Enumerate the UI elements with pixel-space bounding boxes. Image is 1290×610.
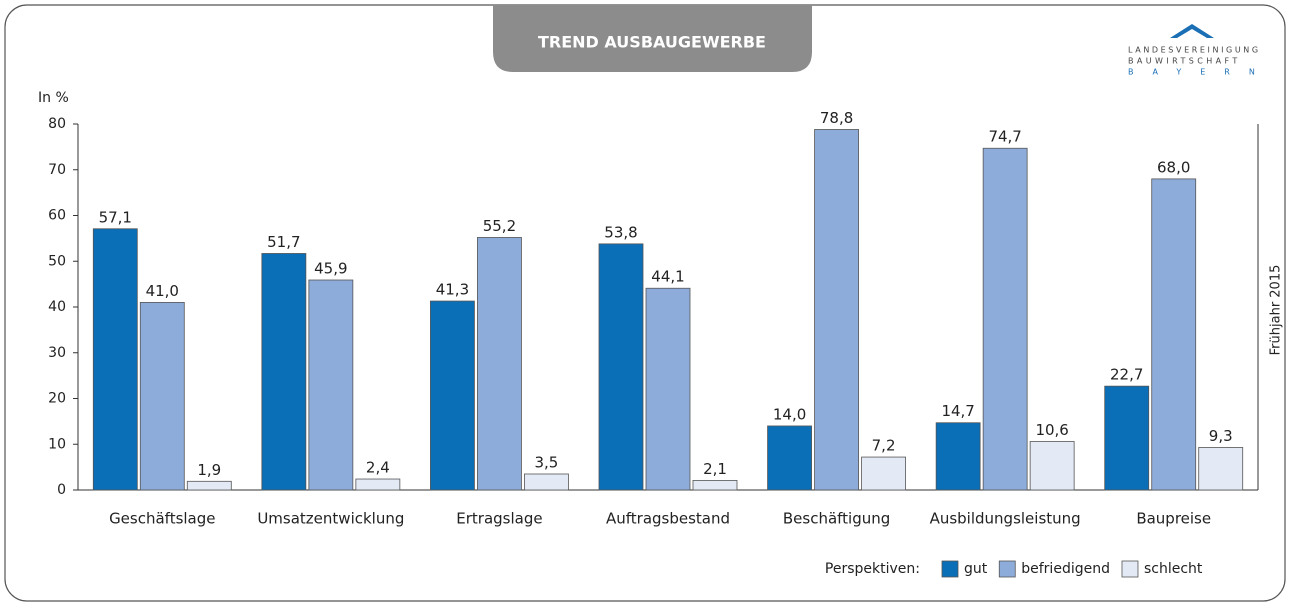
bar [430, 300, 475, 491]
x-tick-label: Baupreise [1136, 510, 1211, 528]
value-label: 3,5 [534, 453, 558, 471]
bar [861, 456, 906, 491]
bar [692, 479, 738, 491]
value-label: 78,8 [820, 109, 853, 127]
y-tick-label: 70 [48, 162, 66, 178]
x-tick-label: Auftragsbestand [606, 510, 730, 528]
value-label: 41,3 [436, 281, 469, 299]
x-tick-label: Ertragslage [456, 510, 542, 528]
x-tick-label: Umsatzentwicklung [257, 510, 404, 528]
title-tab [493, 5, 812, 72]
bar [982, 147, 1028, 491]
value-label: 41,0 [146, 282, 179, 300]
value-label: 7,2 [872, 437, 896, 455]
logo-mark [1170, 24, 1214, 38]
logo-line: BAYERN [1128, 68, 1274, 77]
bar [1029, 441, 1075, 491]
y-tick-label: 40 [48, 299, 66, 315]
bar [1151, 178, 1197, 491]
legend-label: befriedigend [1021, 561, 1110, 577]
chart-title: TREND AUSBAUGEWERBE [538, 33, 766, 52]
logo-line: LANDESVEREINIGUNG [1128, 46, 1261, 55]
bar [645, 287, 691, 491]
value-label: 57,1 [99, 208, 132, 226]
legend-title: Perspektiven: [825, 561, 920, 577]
bar [355, 478, 401, 491]
bar [767, 425, 812, 491]
value-label: 22,7 [1110, 366, 1143, 384]
bar [139, 302, 185, 491]
side-note: Frühjahr 2015 [1269, 265, 1284, 356]
value-label: 44,1 [651, 268, 684, 286]
bar [524, 473, 569, 491]
legend-swatch [1121, 560, 1139, 578]
y-axis-label: In % [38, 90, 69, 106]
bar [1104, 385, 1150, 491]
y-tick-label: 10 [48, 436, 66, 452]
y-tick-label: 50 [48, 253, 66, 269]
value-label: 68,0 [1157, 158, 1190, 176]
bar [598, 243, 644, 491]
value-label: 2,4 [366, 459, 390, 477]
legend-swatch [998, 560, 1016, 578]
value-label: 2,1 [703, 460, 727, 478]
bar [308, 279, 354, 491]
value-label: 45,9 [314, 260, 347, 278]
y-tick-label: 60 [48, 208, 66, 224]
x-tick-label: Geschäftslage [109, 510, 215, 528]
value-label: 10,6 [1035, 421, 1068, 439]
x-tick-label: Ausbildungsleistung [930, 510, 1081, 528]
value-label: 51,7 [267, 233, 300, 251]
legend-label: gut [964, 561, 988, 577]
value-label: 53,8 [604, 223, 637, 241]
bar [477, 237, 522, 491]
bar [92, 228, 138, 491]
legend-swatch [941, 560, 959, 578]
value-label: 1,9 [197, 461, 221, 479]
logo-line: BAUWIRTSCHAFT [1128, 57, 1241, 66]
value-label: 55,2 [483, 217, 516, 235]
x-tick-label: Beschäftigung [783, 510, 890, 528]
bar [935, 422, 981, 491]
value-label: 14,0 [773, 405, 806, 423]
legend-label: schlecht [1144, 561, 1203, 577]
y-tick-label: 30 [48, 345, 66, 361]
bar [814, 129, 859, 491]
value-label: 74,7 [988, 128, 1021, 146]
y-tick-label: 0 [57, 482, 66, 498]
bar [261, 253, 307, 491]
y-tick-label: 80 [48, 116, 66, 132]
value-label: 9,3 [1209, 427, 1233, 445]
value-label: 14,7 [941, 402, 974, 420]
bar [186, 480, 232, 491]
y-tick-label: 20 [48, 391, 66, 407]
bar [1198, 447, 1244, 491]
